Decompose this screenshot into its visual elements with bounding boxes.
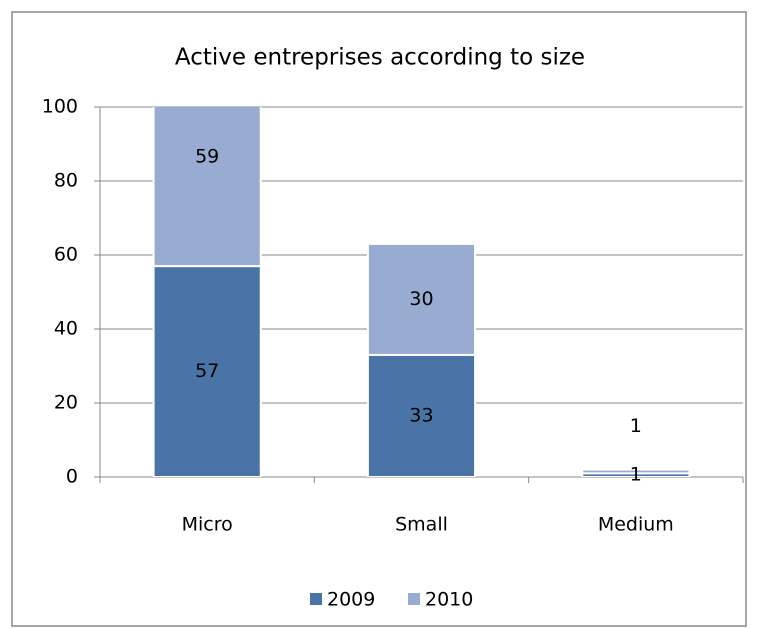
bar-segment (152, 265, 262, 477)
y-tick-label: 100 (42, 96, 78, 118)
legend-label: 2010 (425, 589, 473, 611)
bar-segment (581, 468, 691, 475)
x-tick-label: Micro (182, 514, 233, 536)
y-tick-label: 80 (54, 170, 78, 192)
data-label: 33 (409, 404, 433, 426)
legend-label: 2009 (327, 589, 375, 611)
x-tick-label: Small (395, 514, 448, 536)
data-label: 59 (195, 145, 219, 167)
bar-segment (152, 107, 262, 268)
y-tick-label: 20 (54, 392, 78, 414)
data-label: 1 (630, 415, 642, 437)
data-label: 1 (630, 464, 642, 486)
data-label: 57 (195, 360, 219, 382)
y-tick-label: 60 (54, 244, 78, 266)
x-tick-label: Medium (598, 514, 674, 536)
y-tick-label: 40 (54, 318, 78, 340)
chart-title: Active entreprises according to size (175, 45, 585, 71)
labels: 0 20 40 60 80 100 Micro 57 59 Small 33 30 Medium 1 1 20… (42, 96, 674, 611)
bar-segment (366, 242, 477, 356)
bars (152, 107, 691, 477)
legend-swatch (310, 593, 322, 605)
legend-swatch (408, 593, 420, 605)
y-tick-label: 0 (66, 466, 78, 488)
bar-segment (366, 353, 477, 477)
data-label: 30 (409, 288, 433, 310)
